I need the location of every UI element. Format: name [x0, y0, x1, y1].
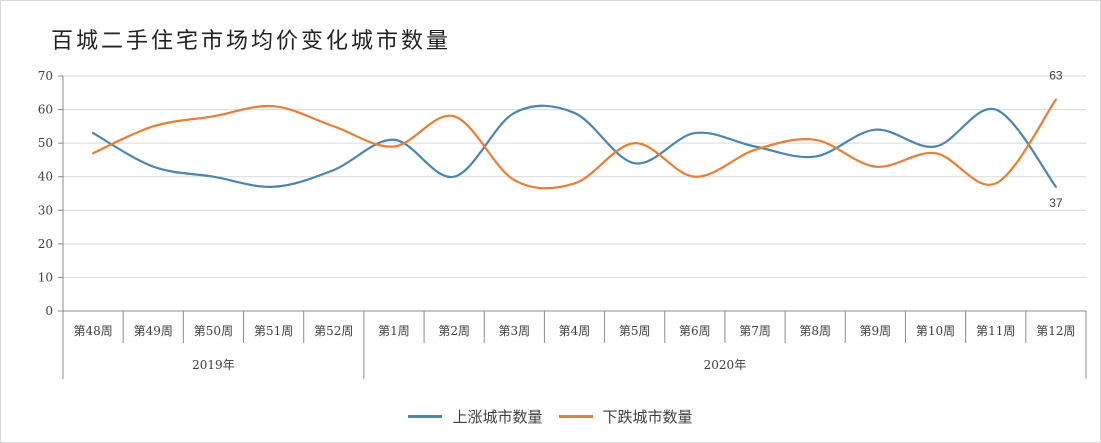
chart-title: 百城二手住宅市场均价变化城市数量 — [51, 29, 452, 54]
x-tick-label: 第9周 — [860, 324, 892, 338]
legend-label-up: 上涨城市数量 — [452, 408, 543, 426]
x-tick-label: 第6周 — [679, 324, 711, 338]
data-label: 63 — [1049, 69, 1063, 83]
x-group-label: 2019年 — [192, 358, 235, 372]
x-tick-label: 第51周 — [254, 324, 293, 338]
y-tick-label: 10 — [38, 270, 53, 284]
x-tick-label: 第8周 — [799, 324, 831, 338]
data-label: 37 — [1049, 196, 1063, 210]
legend-item-down: 下跌城市数量 — [558, 406, 693, 427]
series-line-up — [91, 104, 1058, 188]
x-tick-label: 第11周 — [976, 324, 1015, 338]
y-tick-label: 40 — [38, 170, 53, 184]
legend: 上涨城市数量 下跌城市数量 — [1, 406, 1100, 427]
legend-swatch-down — [558, 415, 593, 418]
y-tick-label: 70 — [38, 69, 53, 83]
y-tick-label: 0 — [45, 304, 53, 318]
x-tick-label: 第3周 — [499, 324, 531, 338]
y-tick-label: 20 — [38, 237, 53, 251]
x-tick-label: 第52周 — [314, 324, 353, 338]
x-tick-label: 第4周 — [559, 324, 591, 338]
y-tick-label: 30 — [38, 203, 53, 217]
x-tick-label: 第2周 — [438, 324, 470, 338]
series-line-down — [91, 98, 1058, 190]
legend-swatch-up — [408, 415, 443, 418]
x-tick-label: 第49周 — [134, 324, 173, 338]
x-tick-label: 第12周 — [1036, 324, 1075, 338]
x-tick-label: 第1周 — [378, 324, 410, 338]
y-tick-label: 60 — [38, 103, 53, 117]
x-tick-label: 第50周 — [194, 324, 233, 338]
x-tick-label: 第10周 — [916, 324, 955, 338]
x-tick-label: 第7周 — [739, 324, 771, 338]
legend-label-down: 下跌城市数量 — [602, 408, 693, 426]
legend-item-up: 上涨城市数量 — [408, 406, 543, 427]
x-tick-label: 第48周 — [73, 324, 112, 338]
x-group-label: 2020年 — [704, 358, 747, 372]
y-tick-label: 50 — [38, 136, 53, 150]
x-tick-label: 第5周 — [619, 324, 651, 338]
